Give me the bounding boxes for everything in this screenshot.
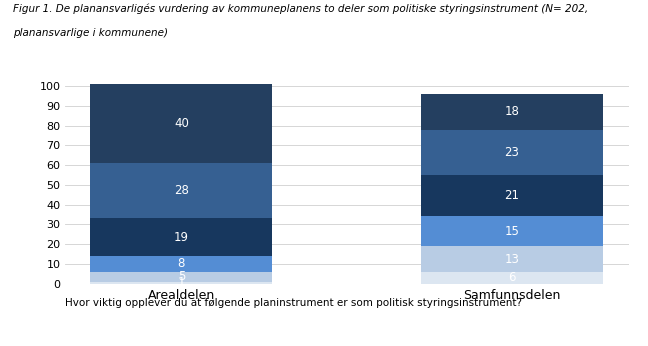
Bar [91,256,272,272]
Text: Figur 1. De planansvarligés vurdering av kommuneplanens to deler som politiske s: Figur 1. De planansvarligés vurdering av… [13,3,588,14]
Bar [91,163,272,218]
Bar [421,272,603,284]
Text: planansvarlige i kommunene): planansvarlige i kommunene) [13,28,168,38]
Text: 18: 18 [505,105,520,118]
Bar [91,218,272,256]
Text: 28: 28 [174,184,189,197]
Text: 8: 8 [178,257,185,271]
Text: 1: 1 [178,276,185,289]
Bar [421,246,603,272]
Text: 6: 6 [508,271,516,284]
Text: 15: 15 [505,225,520,238]
Bar [421,175,603,217]
Text: 13: 13 [505,253,520,265]
Bar [421,94,603,129]
Text: 5: 5 [178,270,185,283]
Text: 40: 40 [174,117,189,130]
Bar [91,282,272,284]
Text: 19: 19 [174,231,189,244]
Bar [91,272,272,282]
Bar [91,84,272,163]
Bar [421,129,603,175]
Bar [421,217,603,246]
Text: 21: 21 [505,189,520,202]
Text: Hvor viktig opplever du at følgende planinstrument er som politisk styringsinstr: Hvor viktig opplever du at følgende plan… [65,298,522,308]
Text: 23: 23 [505,146,520,159]
